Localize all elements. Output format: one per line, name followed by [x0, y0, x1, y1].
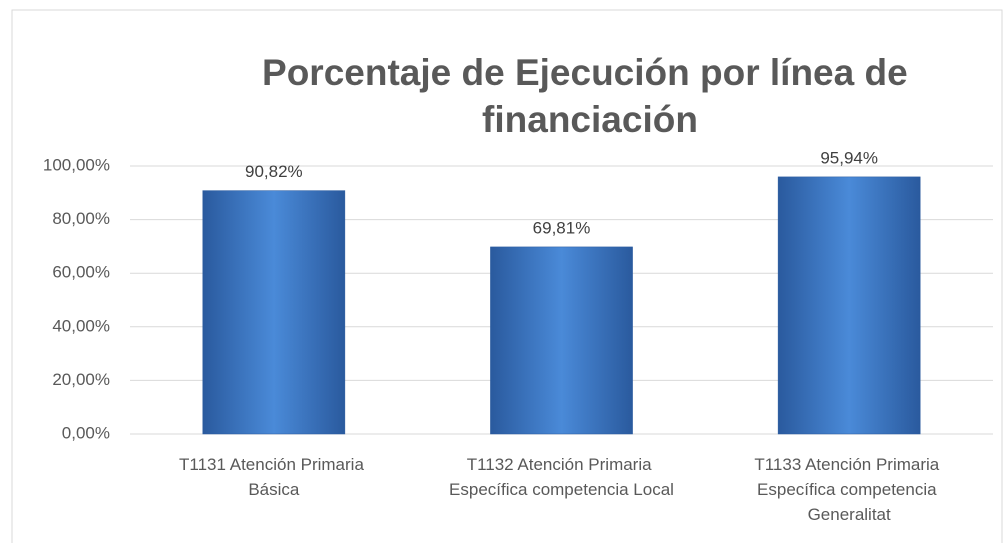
y-tick-label: 80,00% — [52, 209, 110, 228]
y-tick-label: 0,00% — [62, 423, 110, 442]
y-tick-label: 20,00% — [52, 370, 110, 389]
chart-title: Porcentaje de Ejecución por línea de fin… — [262, 52, 918, 140]
x-tick-label: T1132 Atención Primaria Específica compe… — [449, 455, 674, 499]
x-tick-label: T1133 Atención Primaria Específica compe… — [754, 455, 944, 524]
x-tick-label: T1131 Atención Primaria Básica — [179, 455, 369, 499]
value-label: 90,82% — [245, 162, 303, 181]
y-tick-label: 60,00% — [52, 263, 110, 282]
y-tick-label: 40,00% — [52, 316, 110, 335]
y-tick-label: 100,00% — [43, 155, 110, 174]
bar — [490, 246, 633, 435]
value-label: 69,81% — [533, 218, 591, 237]
bar — [202, 190, 346, 435]
value-label: 95,94% — [820, 148, 878, 167]
bar — [777, 176, 921, 435]
